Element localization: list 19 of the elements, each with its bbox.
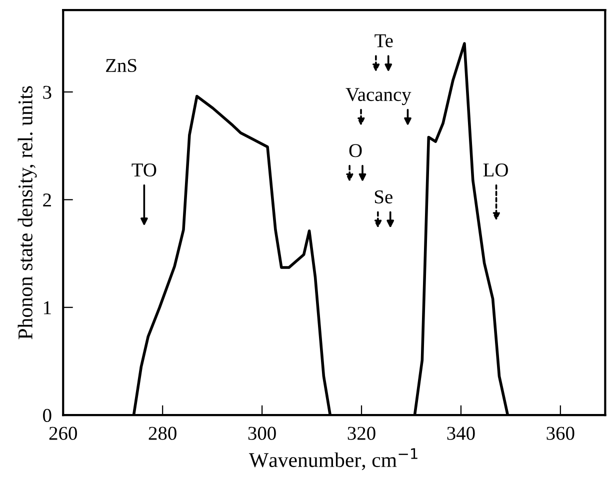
y-axis-title: Phonon state density, rel. units: [18, 86, 37, 340]
y-tick-label: 0: [43, 408, 52, 422]
annotation: TO: [132, 163, 156, 177]
annotation: Vacancy: [346, 88, 412, 106]
annotation: Te: [374, 34, 393, 48]
annotation: LO: [483, 163, 508, 177]
annotation: Se: [374, 190, 392, 204]
y-tick-label: 2: [43, 194, 51, 206]
annotation: ZnS: [106, 58, 136, 72]
x-tick-label: 320: [348, 426, 376, 440]
x-tick-label: 300: [248, 426, 276, 440]
x-tick-label: 360: [546, 426, 574, 440]
x-axis-title: Wavenumber, cm$^{−1}$: [248, 448, 418, 470]
x-tick-label: 340: [447, 426, 475, 440]
x-tick-label: 260: [49, 426, 77, 440]
annotation: O: [349, 144, 362, 158]
y-tick-label: 1: [44, 301, 51, 314]
x-tick-label: 280: [148, 426, 176, 440]
y-tick-label: 3: [43, 86, 52, 99]
